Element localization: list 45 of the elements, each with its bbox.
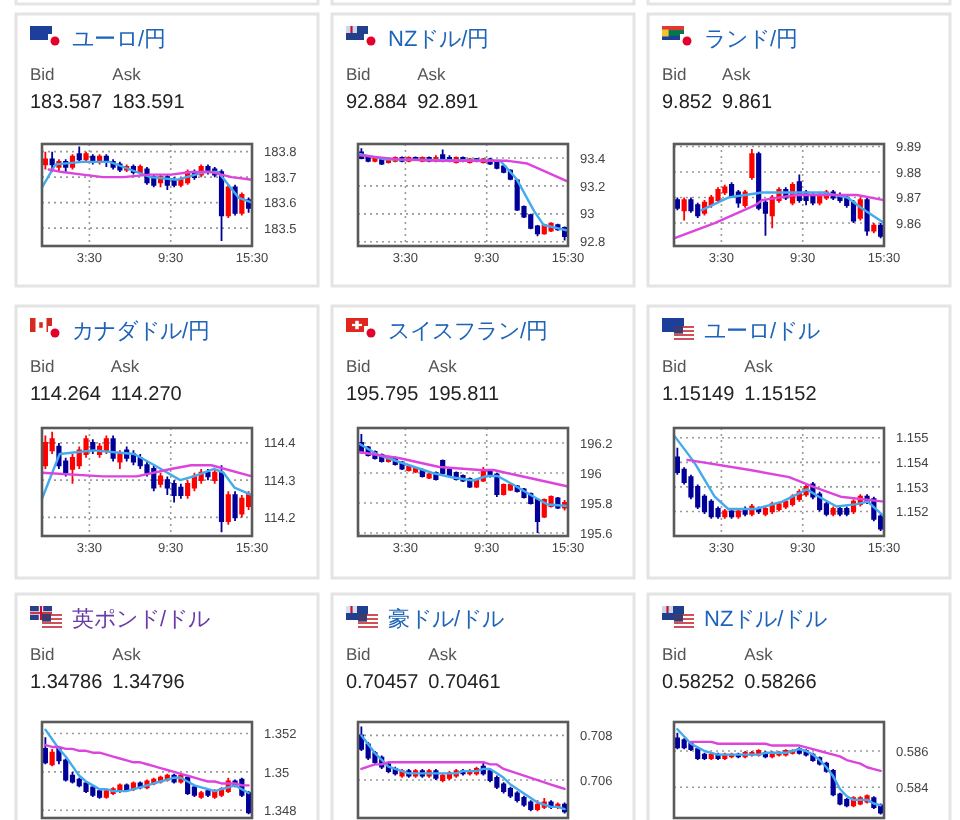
annotation: Bid [30,644,55,664]
annotation: Bid [346,356,371,376]
annotation: 1.15149 [662,384,735,406]
title: NZドル/ドル [704,608,828,632]
title: 豪ドル/ドル [388,608,505,632]
annotation: Ask [417,64,446,84]
annotation: Bid [662,356,687,376]
annotation: 0.58252 [662,672,735,694]
annotation: Bid [662,644,687,664]
annotation: Ask [110,356,140,376]
annotation: 114.264 [30,384,101,406]
annotation: Ask [428,644,457,664]
annotation: Bid [30,64,55,84]
annotation: Bid [662,64,687,84]
annotation: 92.884 [346,92,408,114]
annotation: Bid [30,356,55,376]
title: ランド/円 [704,28,799,52]
annotation: 195.795 [346,384,419,406]
annotation: 183.591 [112,92,185,114]
annotation: Bid [346,644,371,664]
annotation: 195.811 [428,384,500,406]
annotation: Ask [744,356,773,376]
annotation: Ask [744,644,773,664]
title: スイスフラン/円 [388,320,549,344]
annotation: Ask [112,644,141,664]
annotation: 1.34786 [30,672,103,694]
title: ユーロ/ドル [704,320,821,344]
annotation: 9.852 [662,92,713,114]
annotation: 0.70457 [346,672,419,694]
annotation: 92.891 [417,92,479,114]
annotation: 183.587 [30,92,103,114]
annotation: 9.861 [722,92,773,114]
title: 英ポンド/ドル [72,608,211,632]
title: NZドル/円 [388,28,490,52]
annotation: 1.15152 [744,384,817,406]
annotation: 0.70461 [428,672,501,694]
annotation: Ask [722,64,751,84]
annotation: Ask [428,356,457,376]
annotation: 114.270 [110,384,182,406]
annotation: 0.58266 [744,672,817,694]
annotation: Ask [112,64,141,84]
annotation: 1.34796 [112,672,185,694]
title: ユーロ/円 [72,28,167,52]
annotation: Bid [346,64,371,84]
title: カナダドル/円 [72,320,211,344]
